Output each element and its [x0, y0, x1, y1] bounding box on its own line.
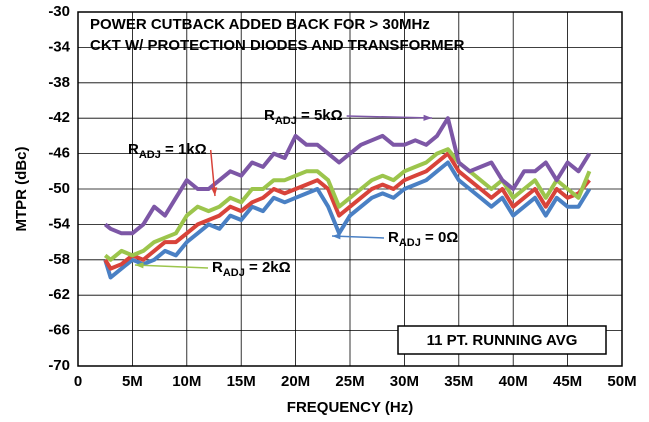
y-tick-label: -62 [48, 286, 70, 303]
series-label-arrowhead [332, 233, 341, 240]
annotation: POWER CUTBACK ADDED BACK FOR > 30MHz [90, 16, 430, 33]
x-tick-label: 15M [227, 373, 256, 390]
y-tick-label: -34 [48, 38, 70, 55]
x-tick-label: 25M [335, 373, 364, 390]
y-tick-label: -66 [48, 322, 70, 339]
series-line [103, 147, 592, 262]
series-label: RADJ = 0Ω [388, 229, 458, 249]
y-tick-label: -46 [48, 145, 70, 162]
y-tick-label: -42 [48, 109, 70, 126]
series-label: RADJ = 2kΩ [212, 259, 291, 279]
y-tick-label: -58 [48, 251, 70, 268]
plot-area [77, 11, 623, 367]
series-label: RADJ = 1kΩ [128, 141, 207, 161]
series-label-arrow [346, 115, 433, 119]
y-tick-label: -54 [48, 215, 70, 232]
annotation: CKT W/ PROTECTION DIODES AND TRANSFORMER [90, 37, 465, 54]
series-label-arrow [134, 264, 209, 269]
x-tick-label: 30M [390, 373, 419, 390]
annotation: 11 PT. RUNNING AVG [427, 332, 578, 349]
y-tick-label: -30 [48, 3, 70, 20]
x-tick-label: 0 [74, 373, 82, 390]
series-label-arrowhead [135, 262, 144, 269]
series-label-arrowhead [211, 187, 218, 196]
y-axis-label: MTPR (dBc) [13, 147, 30, 232]
x-tick-label: 10M [172, 373, 201, 390]
series-label-arrowhead [423, 114, 432, 121]
x-tick-label: 40M [499, 373, 528, 390]
x-tick-label: 45M [553, 373, 582, 390]
series-line [103, 160, 592, 280]
y-tick-label: -38 [48, 74, 70, 91]
series-label-arrow [331, 235, 385, 239]
y-tick-label: -70 [48, 357, 70, 374]
series-label: RADJ = 5kΩ [264, 107, 343, 127]
x-tick-label: 50M [607, 373, 636, 390]
x-tick-label: 35M [444, 373, 473, 390]
series-line [103, 151, 591, 271]
x-axis-label: FREQUENCY (Hz) [287, 399, 413, 416]
series-line [103, 116, 592, 236]
x-tick-label: 5M [122, 373, 143, 390]
annotation-box [397, 325, 607, 355]
y-tick-label: -50 [48, 180, 70, 197]
x-tick-label: 20M [281, 373, 310, 390]
